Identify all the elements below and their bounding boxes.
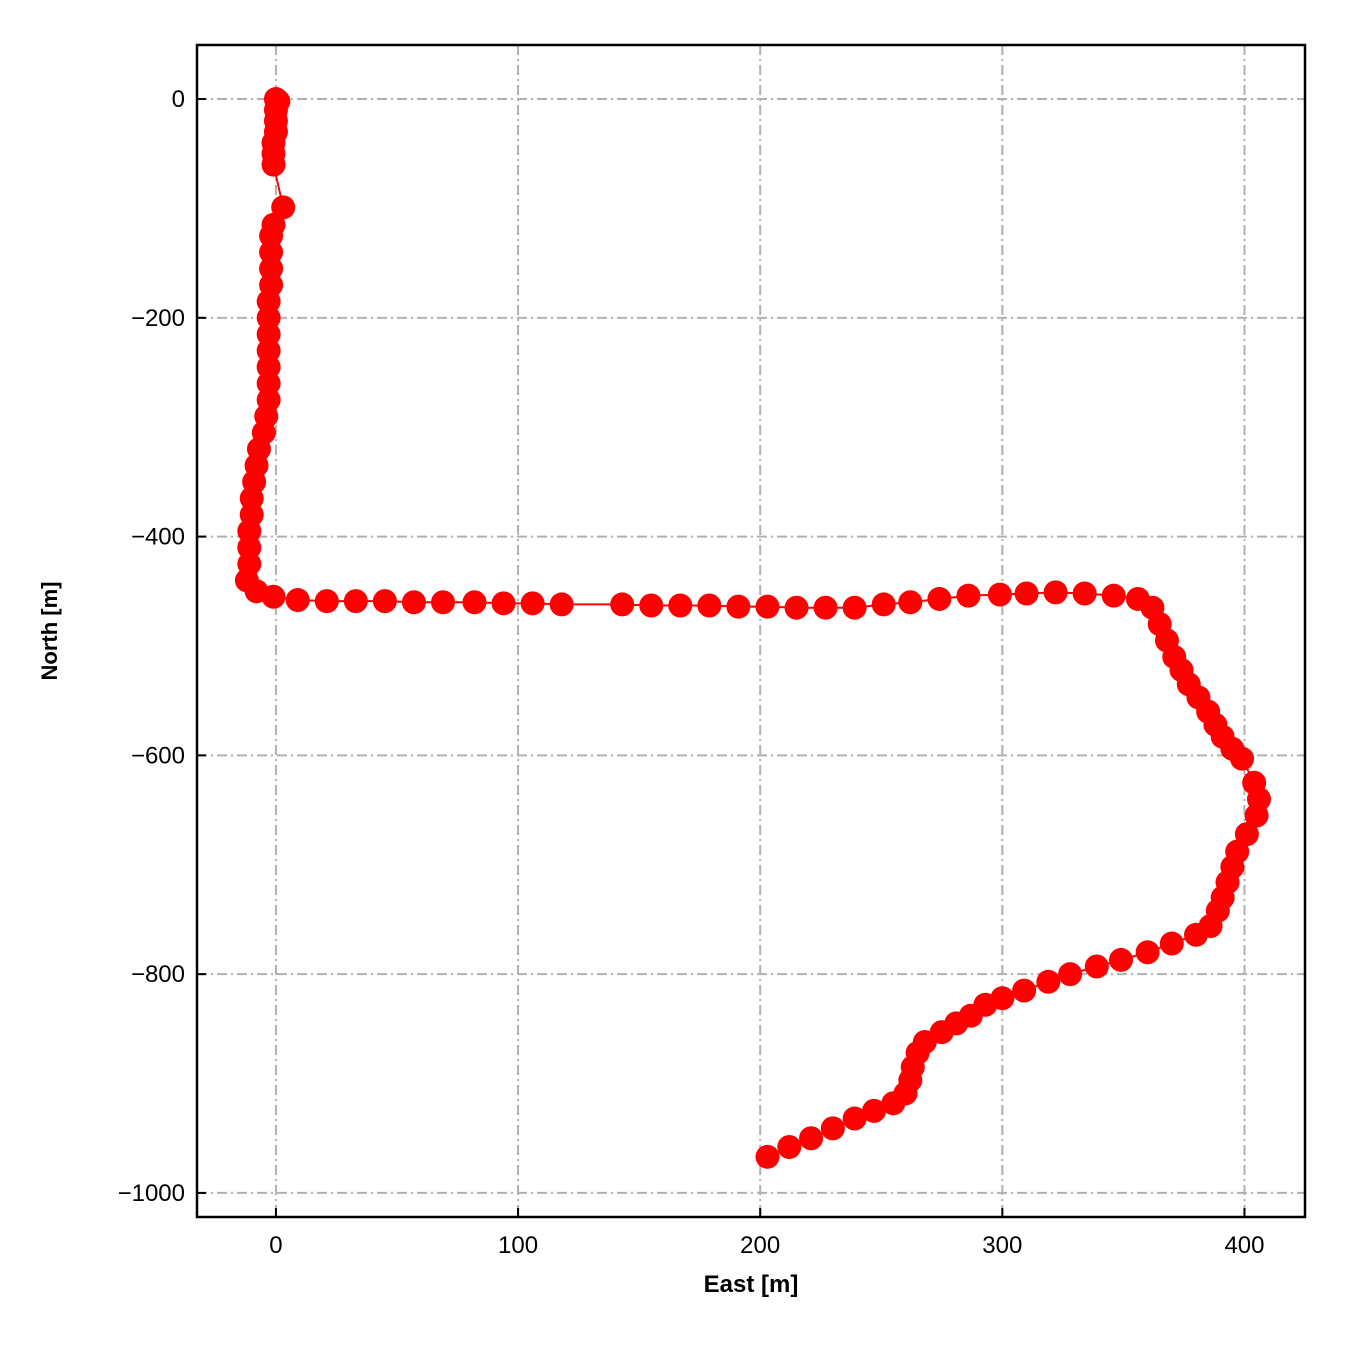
point <box>1234 822 1259 847</box>
point <box>1108 947 1133 972</box>
point <box>784 595 809 620</box>
point <box>237 519 262 544</box>
point <box>862 1098 887 1123</box>
point <box>1184 922 1209 947</box>
point <box>239 486 264 511</box>
point <box>237 535 262 560</box>
point <box>1230 746 1255 771</box>
point <box>668 593 693 618</box>
point <box>881 1091 906 1116</box>
point <box>842 1106 867 1131</box>
y-tick-label: −800 <box>131 961 185 988</box>
point <box>549 592 574 617</box>
point <box>956 583 981 608</box>
point <box>871 592 896 617</box>
point <box>372 589 397 614</box>
y-tick-label: −400 <box>131 524 185 551</box>
point <box>813 595 838 620</box>
point <box>520 591 545 616</box>
point <box>1084 954 1109 979</box>
point <box>755 1144 780 1169</box>
point <box>259 223 284 248</box>
point <box>256 338 281 363</box>
x-tick-label: 400 <box>1224 1232 1264 1259</box>
point <box>987 582 1012 607</box>
point <box>1043 580 1068 605</box>
x-tick-label: 0 <box>269 1232 282 1259</box>
point <box>261 584 286 609</box>
point <box>755 594 780 619</box>
trajectory-line <box>245 98 1261 1158</box>
point <box>1159 931 1184 956</box>
y-tick-label: −1000 <box>118 1180 185 1207</box>
point <box>639 593 664 618</box>
point <box>1014 581 1039 606</box>
point <box>491 591 516 616</box>
point <box>726 594 751 619</box>
y-tick-label: 0 <box>172 86 185 113</box>
point <box>462 590 487 615</box>
point <box>927 586 952 611</box>
point <box>1135 940 1160 965</box>
x-tick-label: 300 <box>982 1232 1022 1259</box>
point <box>898 590 923 615</box>
point <box>256 355 281 380</box>
point <box>285 588 310 613</box>
point <box>256 305 281 330</box>
point <box>1012 978 1037 1003</box>
x-tick-label: 100 <box>498 1232 538 1259</box>
point <box>256 371 281 396</box>
point <box>820 1116 845 1141</box>
point <box>799 1126 824 1151</box>
point <box>697 593 722 618</box>
y-tick-label: −200 <box>131 305 185 332</box>
point <box>259 256 284 281</box>
point <box>610 592 635 617</box>
point <box>256 289 281 314</box>
point <box>777 1134 802 1159</box>
point <box>261 152 286 177</box>
point <box>1058 962 1083 987</box>
y-axis-label: North [m] <box>37 582 62 681</box>
point <box>1244 803 1269 828</box>
point <box>256 322 281 347</box>
point <box>1101 583 1126 608</box>
point <box>1036 969 1061 994</box>
point <box>431 590 456 615</box>
point <box>271 195 296 220</box>
point <box>1072 581 1097 606</box>
point <box>343 589 368 614</box>
y-tick-label: −600 <box>131 742 185 769</box>
point <box>401 590 426 615</box>
x-tick-label: 200 <box>740 1232 780 1259</box>
point <box>842 595 867 620</box>
plot-frame <box>195 43 1307 1219</box>
point <box>314 589 339 614</box>
x-axis-label: East [m] <box>704 1271 799 1298</box>
point <box>259 240 284 265</box>
